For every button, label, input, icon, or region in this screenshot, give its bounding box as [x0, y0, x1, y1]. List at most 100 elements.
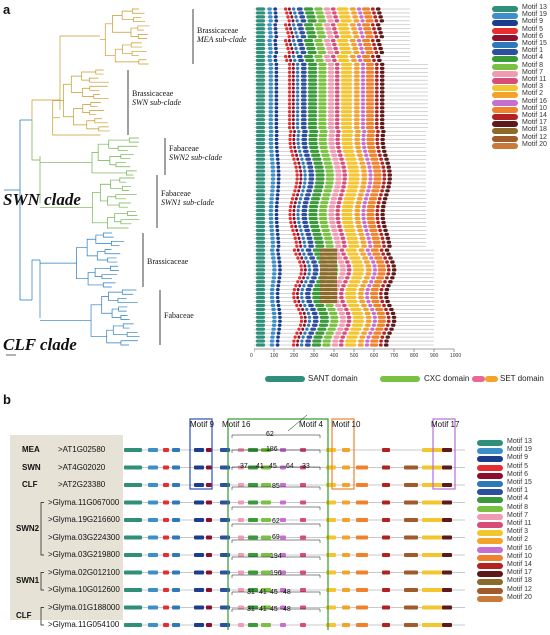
motif-box — [285, 43, 288, 46]
motif-box — [206, 483, 212, 487]
motif-box — [366, 86, 374, 89]
motif-box — [375, 94, 379, 97]
motif-box — [381, 185, 385, 188]
motif-box — [309, 209, 318, 212]
motif-box — [376, 39, 380, 42]
motif-box — [296, 256, 299, 259]
tree-branch — [99, 127, 110, 131]
motif-box — [256, 90, 265, 93]
tree-branch — [126, 171, 136, 175]
motif-box — [304, 154, 310, 157]
motif-box — [375, 51, 379, 54]
motif-box — [308, 169, 314, 172]
motif-box — [358, 27, 362, 30]
motif-box — [382, 245, 386, 248]
motif-box — [290, 201, 293, 204]
tree-branch — [123, 324, 133, 328]
motif-box — [256, 146, 265, 149]
legend-label: Motif 2 — [507, 536, 528, 543]
motif-box — [373, 47, 377, 50]
motif-box — [256, 272, 265, 275]
motif-box — [335, 63, 339, 66]
motif-box — [337, 55, 348, 58]
motif-box — [308, 63, 317, 66]
motif-box — [354, 106, 360, 109]
motif-box — [342, 245, 346, 248]
motif-box — [307, 312, 310, 315]
motif-box — [294, 31, 297, 34]
motif-box — [335, 98, 339, 101]
motif-box — [380, 106, 384, 109]
motif-box — [256, 75, 265, 78]
motif-box — [366, 83, 374, 86]
motif-box — [124, 623, 142, 627]
motif-box — [294, 162, 297, 165]
motif-box — [351, 43, 357, 46]
motif10-highlight-box — [332, 419, 354, 489]
motif-box — [339, 47, 350, 50]
motif-box — [362, 134, 366, 137]
motif-box — [307, 335, 313, 338]
motif-box — [362, 280, 368, 283]
motif-box — [256, 343, 265, 346]
motif-box — [172, 483, 180, 487]
motif-box — [362, 55, 370, 58]
motif-box — [366, 90, 374, 93]
motif-box — [342, 217, 353, 220]
motif-box — [363, 59, 371, 62]
motif-box — [338, 43, 349, 46]
motif-box — [256, 268, 265, 271]
motif-box — [342, 571, 350, 575]
legend-swatch — [492, 128, 518, 134]
motif-box — [320, 276, 337, 279]
motif-box — [270, 296, 274, 299]
motif-box — [206, 623, 212, 627]
motif-box — [329, 312, 337, 315]
motif-box — [305, 292, 311, 295]
motif-box — [364, 15, 372, 18]
motif-box — [306, 300, 312, 303]
motif-box — [324, 335, 332, 338]
motif-box — [297, 142, 300, 145]
motif-box — [341, 162, 345, 165]
legend-label: Motif 14 — [522, 112, 547, 119]
motif-box — [288, 23, 291, 26]
motif-box — [341, 126, 352, 129]
motif-box — [404, 606, 418, 610]
motif-box — [301, 138, 307, 141]
motif-box — [271, 252, 275, 255]
motif-box — [299, 15, 305, 18]
motif-box — [337, 225, 341, 228]
motif-box — [377, 324, 385, 327]
motif-box — [360, 162, 366, 165]
motif-box — [350, 39, 356, 42]
motif-box — [313, 268, 319, 271]
motif-box — [328, 138, 334, 141]
motif-box — [298, 276, 301, 279]
motif-box — [342, 130, 353, 133]
motif-box — [404, 553, 418, 557]
motif-box — [305, 27, 314, 30]
motif-box — [377, 11, 381, 14]
motif-box — [194, 623, 204, 627]
motif-box — [316, 173, 325, 176]
motif-box — [303, 272, 306, 275]
motif-box — [271, 181, 275, 184]
motif-box — [383, 256, 387, 259]
motif-box — [375, 83, 379, 86]
motif-box — [376, 276, 384, 279]
motif-box — [284, 7, 287, 10]
motif-box — [335, 332, 341, 335]
motif-box — [269, 98, 273, 101]
motif-box — [300, 193, 303, 196]
motif-box — [369, 229, 377, 232]
motif-box — [333, 47, 337, 50]
motif-box — [298, 201, 301, 204]
legend-swatch — [492, 143, 518, 149]
motif-box — [379, 339, 383, 342]
motif-box — [308, 126, 317, 129]
motif-box — [298, 225, 301, 228]
motif-box — [368, 201, 376, 204]
motif-box — [387, 245, 391, 248]
motif-box — [379, 193, 383, 196]
